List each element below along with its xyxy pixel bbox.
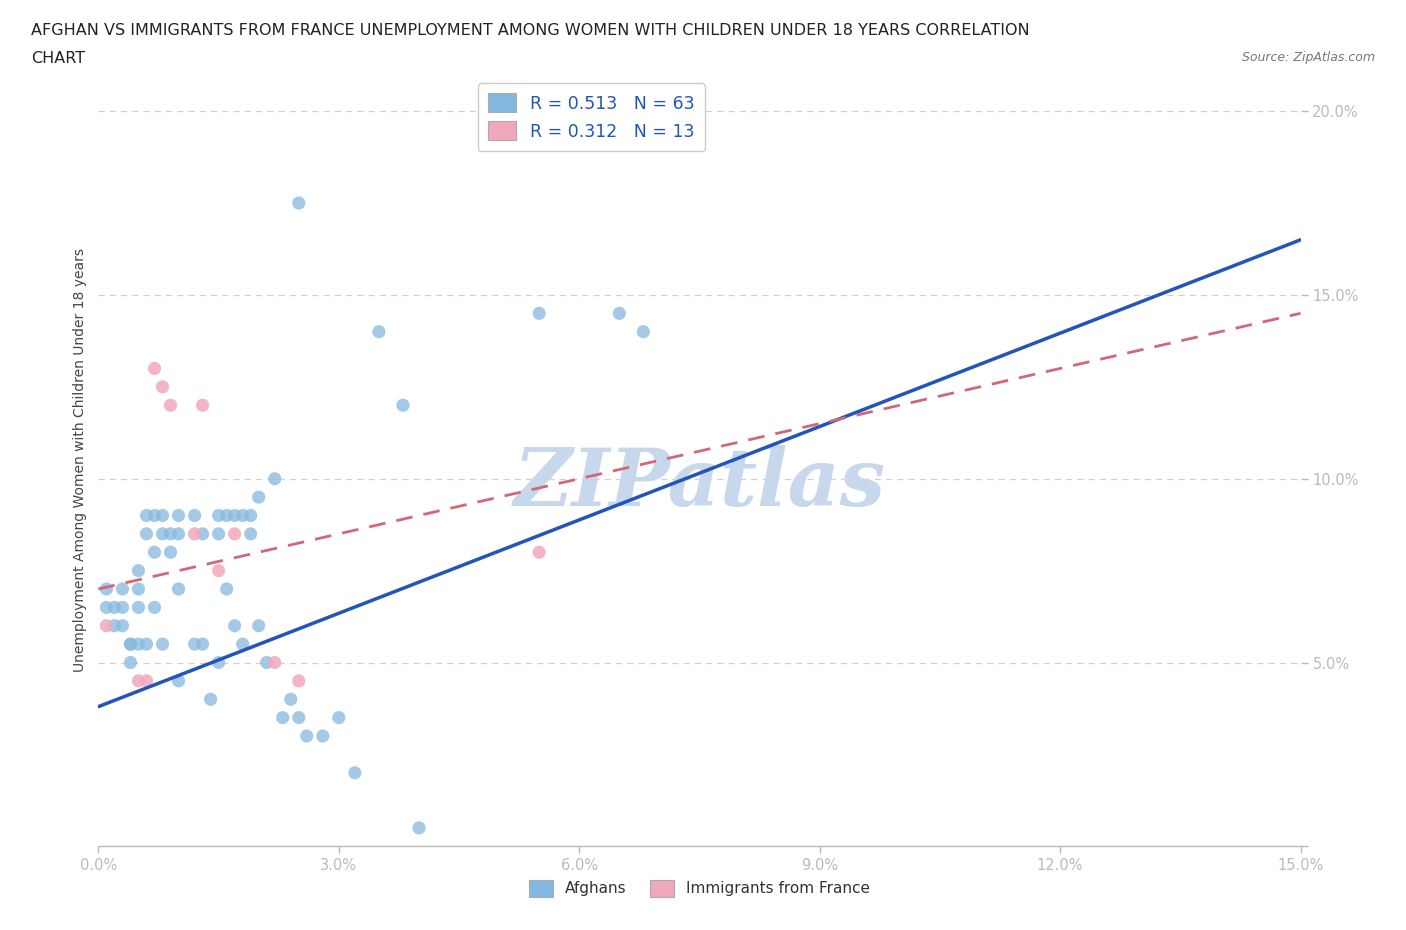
Point — [167, 526, 190, 541]
Point — [208, 564, 231, 578]
Point — [191, 637, 214, 652]
Point — [143, 508, 166, 523]
Point — [128, 600, 150, 615]
Point — [232, 637, 254, 652]
Point — [128, 564, 150, 578]
Point — [128, 637, 150, 652]
Point — [328, 711, 350, 725]
Point — [633, 325, 655, 339]
Point — [96, 581, 118, 596]
Point — [128, 581, 150, 596]
Point — [408, 820, 430, 835]
Point — [263, 472, 285, 486]
Point — [609, 306, 631, 321]
Point — [183, 508, 205, 523]
Point — [343, 765, 366, 780]
Y-axis label: Unemployment Among Women with Children Under 18 years: Unemployment Among Women with Children U… — [73, 248, 87, 672]
Point — [529, 545, 551, 560]
Point — [103, 618, 125, 633]
Point — [263, 655, 285, 670]
Point — [159, 545, 181, 560]
Point — [183, 526, 205, 541]
Point — [247, 618, 270, 633]
Point — [120, 655, 142, 670]
Point — [208, 655, 231, 670]
Point — [167, 581, 190, 596]
Point — [111, 600, 134, 615]
Point — [152, 526, 174, 541]
Point — [288, 195, 311, 210]
Point — [208, 508, 231, 523]
Point — [200, 692, 222, 707]
Text: Source: ZipAtlas.com: Source: ZipAtlas.com — [1241, 51, 1375, 64]
Point — [183, 637, 205, 652]
Point — [135, 508, 157, 523]
Point — [152, 379, 174, 394]
Point — [152, 637, 174, 652]
Point — [96, 618, 118, 633]
Point — [111, 618, 134, 633]
Point — [120, 637, 142, 652]
Point — [191, 398, 214, 413]
Point — [392, 398, 415, 413]
Point — [224, 526, 246, 541]
Point — [224, 508, 246, 523]
Point — [280, 692, 302, 707]
Point — [239, 526, 262, 541]
Point — [224, 618, 246, 633]
Point — [215, 581, 238, 596]
Point — [167, 508, 190, 523]
Point — [288, 711, 311, 725]
Point — [120, 637, 142, 652]
Point — [215, 508, 238, 523]
Point — [295, 728, 318, 743]
Point — [208, 526, 231, 541]
Point — [111, 581, 134, 596]
Point — [128, 673, 150, 688]
Point — [271, 711, 294, 725]
Point — [167, 673, 190, 688]
Point — [152, 508, 174, 523]
Text: CHART: CHART — [31, 51, 84, 66]
Point — [159, 398, 181, 413]
Point — [103, 600, 125, 615]
Point — [368, 325, 391, 339]
Point — [256, 655, 278, 670]
Point — [312, 728, 335, 743]
Text: AFGHAN VS IMMIGRANTS FROM FRANCE UNEMPLOYMENT AMONG WOMEN WITH CHILDREN UNDER 18: AFGHAN VS IMMIGRANTS FROM FRANCE UNEMPLO… — [31, 23, 1029, 38]
Point — [529, 306, 551, 321]
Point — [135, 526, 157, 541]
Point — [143, 600, 166, 615]
Point — [247, 490, 270, 505]
Point — [191, 526, 214, 541]
Text: ZIPatlas: ZIPatlas — [513, 445, 886, 523]
Point — [288, 673, 311, 688]
Point — [232, 508, 254, 523]
Point — [159, 526, 181, 541]
Point — [135, 673, 157, 688]
Point — [239, 508, 262, 523]
Point — [135, 637, 157, 652]
Point — [143, 545, 166, 560]
Legend: Afghans, Immigrants from France: Afghans, Immigrants from France — [520, 872, 879, 904]
Point — [96, 600, 118, 615]
Point — [143, 361, 166, 376]
